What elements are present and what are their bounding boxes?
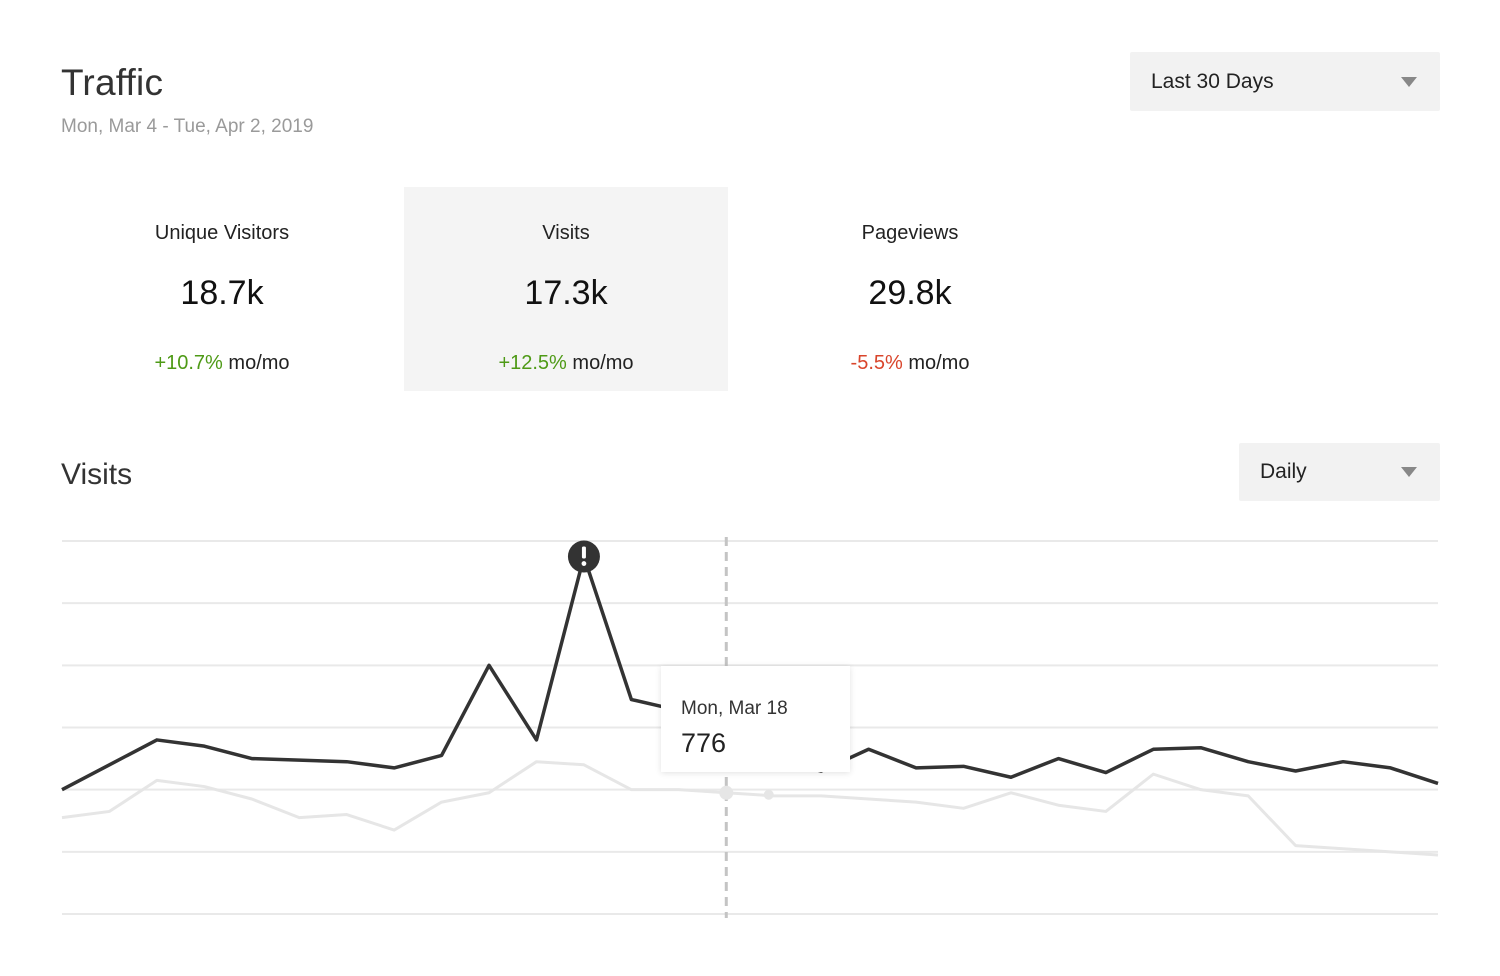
metric-change: +10.7% mo/mo: [60, 352, 384, 375]
metric-card-pageviews[interactable]: Pageviews 29.8k -5.5% mo/mo: [748, 187, 1072, 391]
tooltip-date: Mon, Mar 18: [681, 698, 788, 719]
highlight-point-previous: [719, 785, 734, 800]
metric-label: Pageviews: [861, 222, 959, 244]
date-range-text: Mon, Mar 4 - Tue, Apr 2, 2019: [61, 116, 314, 137]
metric-value: 17.3k: [524, 274, 608, 312]
chart-tooltip: Mon, Mar 18 776: [661, 666, 850, 772]
metric-label: Unique Visitors: [154, 222, 290, 244]
granularity-select[interactable]: Daily: [1239, 443, 1440, 501]
tooltip-value: 776: [681, 728, 727, 758]
granularity-select-value: Daily: [1260, 460, 1307, 483]
metric-value: 29.8k: [868, 274, 952, 312]
metric-change: +12.5% mo/mo: [404, 352, 728, 375]
series-line-previous: [61, 760, 1439, 857]
caret-down-icon: [1401, 467, 1417, 477]
date-range-select-value: Last 30 Days: [1151, 69, 1274, 93]
page-title: Traffic: [61, 62, 164, 103]
metric-change-suffix: mo/mo: [228, 352, 290, 374]
chart-section-title: Visits: [61, 458, 133, 491]
metric-value: 18.7k: [180, 274, 264, 312]
chart-grid: [62, 540, 1438, 915]
metric-change: -5.5% mo/mo: [748, 352, 1072, 375]
metric-label: Visits: [542, 222, 590, 244]
icon-dot: [581, 561, 587, 566]
series-point-previous: [763, 789, 774, 800]
metric-change-percent: -5.5%: [850, 352, 903, 374]
metric-change-percent: +12.5%: [498, 352, 567, 374]
metric-card-visits[interactable]: Visits 17.3k +12.5% mo/mo: [404, 187, 728, 391]
date-range-select[interactable]: Last 30 Days: [1130, 52, 1440, 111]
icon-stroke: [581, 546, 586, 559]
metric-change-suffix: mo/mo: [908, 352, 970, 374]
metric-change-suffix: mo/mo: [572, 352, 634, 374]
caret-down-icon: [1401, 76, 1417, 87]
metric-card-unique-visitors[interactable]: Unique Visitors 18.7k +10.7% mo/mo: [60, 187, 384, 391]
metric-change-percent: +10.7%: [154, 352, 223, 374]
exclamation-circle-icon: [567, 540, 600, 573]
